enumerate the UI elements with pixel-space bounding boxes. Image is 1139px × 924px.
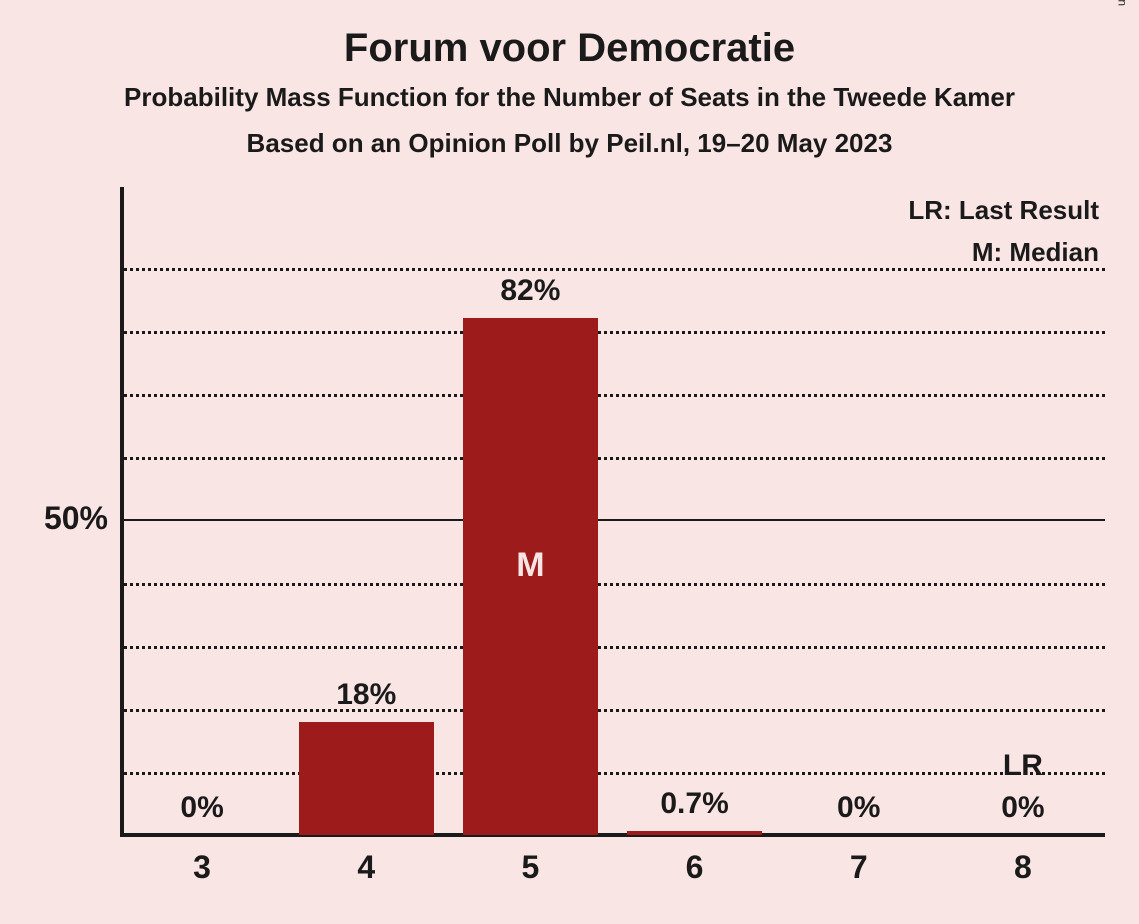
legend-lr: LR: Last Result <box>908 195 1099 226</box>
x-axis <box>120 833 1105 837</box>
grid-line-minor <box>124 646 1105 649</box>
chart-subtitle-1: Probability Mass Function for the Number… <box>0 82 1139 113</box>
lr-marker: LR <box>941 749 1105 783</box>
x-tick-label: 3 <box>120 849 284 886</box>
bar-value-label: 82% <box>448 274 612 308</box>
copyright-text: © 2023 Filip van Laenen <box>1115 0 1129 6</box>
bar-value-label: 0% <box>777 791 941 825</box>
x-tick-label: 5 <box>448 849 612 886</box>
y-tick-label: 50% <box>44 500 108 537</box>
chart-title: Forum voor Democratie <box>0 26 1139 71</box>
chart-subtitle-2: Based on an Opinion Poll by Peil.nl, 19–… <box>0 128 1139 159</box>
grid-line-minor <box>124 583 1105 586</box>
y-axis <box>120 187 124 835</box>
grid-line-minor <box>124 394 1105 397</box>
x-tick-label: 6 <box>613 849 777 886</box>
bar-value-label: 18% <box>284 678 448 712</box>
bar-value-label: 0.7% <box>613 787 777 821</box>
grid-line-minor <box>124 709 1105 712</box>
bar-value-label: 0% <box>941 791 1105 825</box>
median-marker: M <box>463 546 598 585</box>
grid-line-minor <box>124 457 1105 460</box>
bar <box>299 722 434 835</box>
bar-value-label: 0% <box>120 791 284 825</box>
chart-plot-area: 0%318%482%M50.7%60%70%LR8LR: Last Result… <box>120 205 1105 835</box>
x-tick-label: 8 <box>941 849 1105 886</box>
x-tick-label: 7 <box>777 849 941 886</box>
bar <box>627 831 762 835</box>
grid-line-major <box>124 519 1105 521</box>
x-tick-label: 4 <box>284 849 448 886</box>
legend-m: M: Median <box>972 237 1099 268</box>
grid-line-minor <box>124 331 1105 334</box>
grid-line-minor <box>124 268 1105 271</box>
